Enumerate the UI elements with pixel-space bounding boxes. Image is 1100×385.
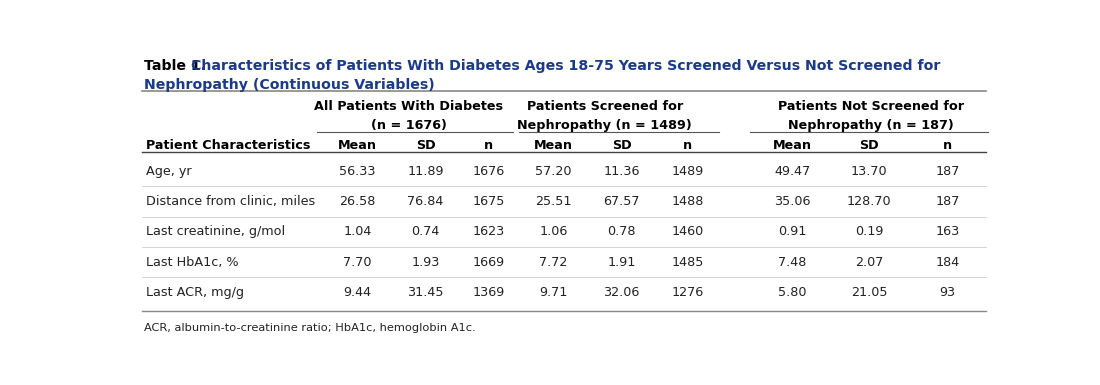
Text: 5.80: 5.80 xyxy=(778,286,806,300)
Text: Characteristics of Patients With Diabetes Ages 18-75 Years Screened Versus Not S: Characteristics of Patients With Diabete… xyxy=(191,59,940,73)
Text: 32.06: 32.06 xyxy=(604,286,640,300)
Text: 7.70: 7.70 xyxy=(343,256,372,268)
Text: 187: 187 xyxy=(935,165,959,178)
Text: 31.45: 31.45 xyxy=(407,286,444,300)
Text: 26.58: 26.58 xyxy=(339,195,375,208)
Text: SD: SD xyxy=(416,139,436,152)
Text: Last creatinine, g/mol: Last creatinine, g/mol xyxy=(146,225,285,238)
Text: 187: 187 xyxy=(935,195,959,208)
Text: 1669: 1669 xyxy=(473,256,505,268)
Text: 11.36: 11.36 xyxy=(604,165,640,178)
Text: Mean: Mean xyxy=(772,139,812,152)
Text: 1.04: 1.04 xyxy=(343,225,372,238)
Text: 93: 93 xyxy=(939,286,956,300)
Text: n: n xyxy=(683,139,692,152)
Text: 163: 163 xyxy=(935,225,959,238)
Text: 25.51: 25.51 xyxy=(536,195,572,208)
Text: Last HbA1c, %: Last HbA1c, % xyxy=(146,256,239,268)
Text: 7.72: 7.72 xyxy=(539,256,568,268)
Text: 1485: 1485 xyxy=(671,256,704,268)
Text: 67.57: 67.57 xyxy=(604,195,640,208)
Text: 1676: 1676 xyxy=(473,165,505,178)
Text: 57.20: 57.20 xyxy=(536,165,572,178)
Text: Nephropathy (n = 1489): Nephropathy (n = 1489) xyxy=(517,119,692,132)
Text: 1.91: 1.91 xyxy=(607,256,636,268)
Text: 1369: 1369 xyxy=(473,286,505,300)
Text: 13.70: 13.70 xyxy=(850,165,888,178)
Text: 7.48: 7.48 xyxy=(778,256,806,268)
Text: All Patients With Diabetes: All Patients With Diabetes xyxy=(315,100,503,113)
Text: ACR, albumin-to-creatinine ratio; HbA1c, hemoglobin A1c.: ACR, albumin-to-creatinine ratio; HbA1c,… xyxy=(144,323,476,333)
Text: 1623: 1623 xyxy=(473,225,505,238)
Text: Age, yr: Age, yr xyxy=(146,165,191,178)
Text: Patients Not Screened for: Patients Not Screened for xyxy=(778,100,964,113)
Text: n: n xyxy=(484,139,493,152)
Text: 0.78: 0.78 xyxy=(607,225,636,238)
Text: Mean: Mean xyxy=(534,139,573,152)
Text: 128.70: 128.70 xyxy=(847,195,891,208)
Text: Last ACR, mg/g: Last ACR, mg/g xyxy=(146,286,244,300)
Text: Distance from clinic, miles: Distance from clinic, miles xyxy=(146,195,316,208)
Text: Table 1.: Table 1. xyxy=(144,59,211,73)
Text: 1276: 1276 xyxy=(671,286,704,300)
Text: 1489: 1489 xyxy=(671,165,704,178)
Text: (n = 1676): (n = 1676) xyxy=(371,119,447,132)
Text: 0.19: 0.19 xyxy=(855,225,883,238)
Text: 1460: 1460 xyxy=(671,225,704,238)
Text: 184: 184 xyxy=(935,256,959,268)
Text: SD: SD xyxy=(859,139,879,152)
Text: 21.05: 21.05 xyxy=(850,286,888,300)
Text: 56.33: 56.33 xyxy=(339,165,376,178)
Text: Patients Screened for: Patients Screened for xyxy=(527,100,683,113)
Text: Patient Characteristics: Patient Characteristics xyxy=(146,139,310,152)
Text: 11.89: 11.89 xyxy=(407,165,444,178)
Text: 1.06: 1.06 xyxy=(539,225,568,238)
Text: 1.93: 1.93 xyxy=(411,256,440,268)
Text: SD: SD xyxy=(612,139,631,152)
Text: Nephropathy (n = 187): Nephropathy (n = 187) xyxy=(788,119,954,132)
Text: 0.74: 0.74 xyxy=(411,225,440,238)
Text: Mean: Mean xyxy=(338,139,377,152)
Text: 2.07: 2.07 xyxy=(855,256,883,268)
Text: 76.84: 76.84 xyxy=(407,195,443,208)
Text: Nephropathy (Continuous Variables): Nephropathy (Continuous Variables) xyxy=(144,78,436,92)
Text: 9.44: 9.44 xyxy=(343,286,372,300)
Text: 35.06: 35.06 xyxy=(774,195,811,208)
Text: 1675: 1675 xyxy=(473,195,505,208)
Text: 49.47: 49.47 xyxy=(774,165,811,178)
Text: 1488: 1488 xyxy=(671,195,704,208)
Text: 9.71: 9.71 xyxy=(539,286,568,300)
Text: 0.91: 0.91 xyxy=(778,225,806,238)
Text: n: n xyxy=(943,139,951,152)
